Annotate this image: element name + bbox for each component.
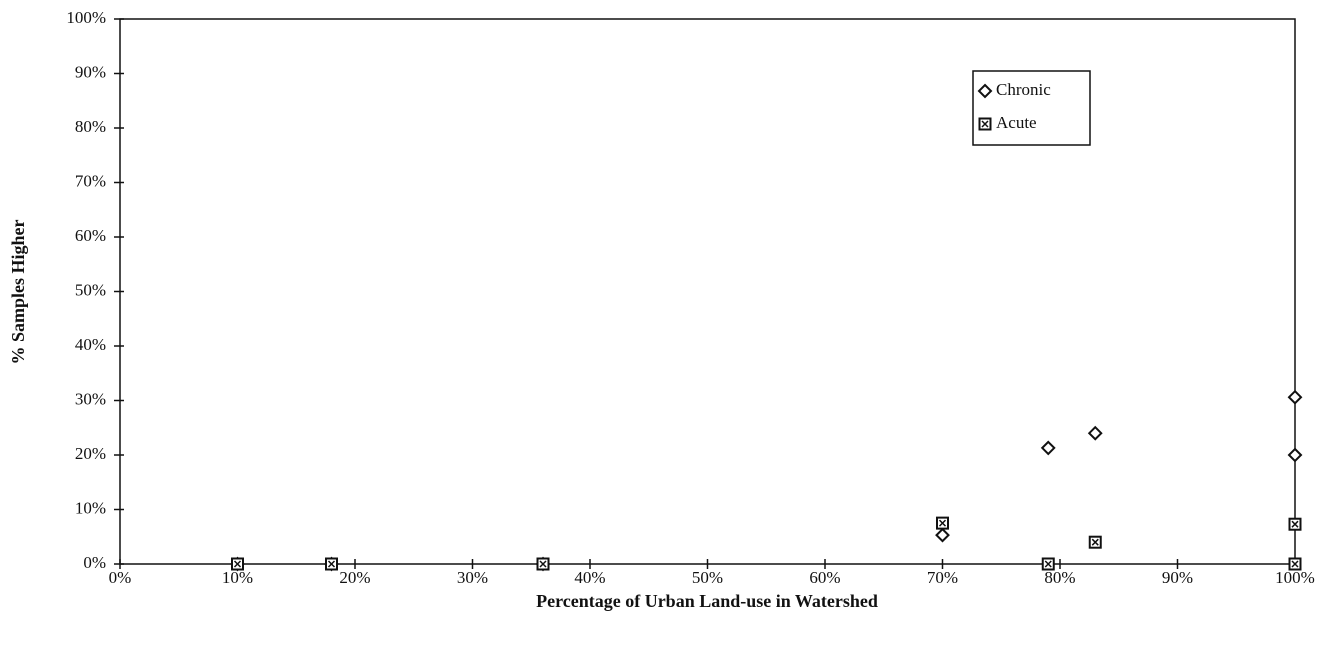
diamond-shape — [977, 83, 993, 99]
diamond-marker — [1287, 447, 1303, 463]
legend-box — [972, 70, 1091, 146]
square-marker — [325, 557, 338, 571]
y-axis-title: % Samples Higher — [8, 219, 28, 364]
diamond-marker — [1040, 440, 1056, 456]
x-tick-label: 80% — [1044, 568, 1075, 587]
square-hatch — [938, 519, 947, 527]
square-marker — [1041, 557, 1055, 571]
plot-frame — [119, 18, 1296, 565]
x-tick-label: 70% — [927, 568, 958, 587]
diamond-marker — [935, 527, 950, 543]
diamond-shape — [1040, 440, 1056, 456]
diamond-shape — [1287, 389, 1303, 405]
square-marker — [1088, 535, 1102, 549]
square-hatch — [1044, 560, 1052, 568]
square-marker — [231, 557, 244, 571]
square-marker — [978, 117, 992, 131]
square-hatch — [233, 560, 242, 568]
y-tick-label: 0% — [83, 553, 106, 572]
x-tick-label: 50% — [692, 568, 723, 587]
diamond-marker — [1087, 425, 1103, 441]
diamond-marker — [1287, 389, 1303, 405]
x-tick-label: 30% — [457, 568, 488, 587]
square-marker — [536, 557, 550, 571]
square-hatch — [539, 560, 547, 568]
square-hatch — [1291, 520, 1299, 528]
diamond-shape — [1287, 447, 1303, 463]
x-tick-label: 20% — [339, 568, 370, 587]
y-tick-label: 40% — [75, 335, 106, 354]
square-hatch — [1291, 560, 1299, 568]
x-tick-label: 90% — [1162, 568, 1193, 587]
diamond-marker — [977, 83, 993, 99]
y-tick-label: 60% — [75, 226, 106, 245]
square-hatch — [327, 560, 336, 568]
diamond-shape — [935, 527, 950, 543]
x-tick-label: 100% — [1275, 568, 1315, 587]
y-tick-label: 30% — [75, 389, 106, 408]
y-tick-label: 90% — [75, 62, 106, 81]
diamond-shape — [1087, 425, 1103, 441]
y-tick-label: 20% — [75, 444, 106, 463]
x-tick-label: 40% — [574, 568, 605, 587]
square-hatch — [1091, 538, 1099, 546]
x-tick-label: 60% — [809, 568, 840, 587]
x-tick-label: 10% — [222, 568, 253, 587]
y-tick-label: 70% — [75, 171, 106, 190]
square-marker — [1288, 517, 1302, 531]
y-tick-label: 50% — [75, 280, 106, 299]
y-tick-label: 10% — [75, 498, 106, 517]
legend-label: Acute — [996, 113, 1037, 132]
y-tick-label: 100% — [66, 8, 106, 27]
square-marker — [1288, 557, 1302, 571]
legend-label: Chronic — [996, 80, 1051, 99]
y-tick-label: 80% — [75, 117, 106, 136]
square-hatch — [981, 120, 989, 128]
square-marker — [936, 516, 949, 530]
x-axis-title: Percentage of Urban Land-use in Watershe… — [536, 591, 878, 611]
x-tick-label: 0% — [109, 568, 132, 587]
